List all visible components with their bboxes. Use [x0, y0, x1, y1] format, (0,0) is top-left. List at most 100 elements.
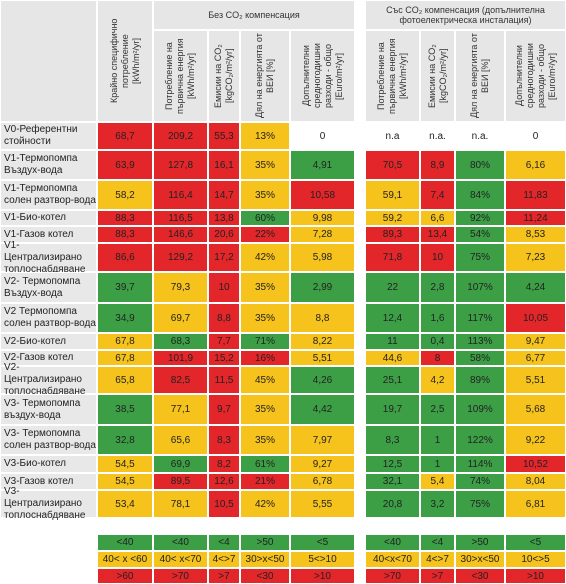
- value-cell: 8,9: [420, 150, 455, 180]
- cell-text: 69,7: [170, 312, 191, 324]
- cell-text: 58%: [469, 352, 490, 364]
- cell-text: 42%: [254, 498, 275, 510]
- value-cell: 68,7: [97, 122, 153, 150]
- header-blank: [355, 0, 365, 122]
- cell-text: 15,2: [214, 352, 234, 364]
- cell-text: 35%: [254, 159, 275, 171]
- cell-text: 88,3: [115, 212, 135, 224]
- cell-text: V3- Термопомпа солен разтвор-вода: [4, 428, 96, 451]
- cell-text: 10: [218, 282, 230, 293]
- value-cell: n.a.: [455, 122, 505, 150]
- value-cell: 8,3: [365, 425, 420, 455]
- value-cell: 61%: [240, 455, 290, 473]
- value-cell: 5,55: [290, 490, 355, 518]
- cell-text: 8,22: [312, 336, 333, 347]
- cell-text: 8: [434, 352, 441, 364]
- value-cell: 71,8: [365, 243, 420, 272]
- value-cell: 89,5: [153, 473, 208, 490]
- cell-text: 7,97: [312, 434, 333, 446]
- cell-text: 129,2: [167, 252, 194, 263]
- legend-cell: 5<>10: [290, 551, 355, 568]
- cell-text: 21%: [254, 476, 275, 487]
- value-cell: 17,2: [208, 243, 240, 272]
- cell-text: 0: [532, 130, 539, 142]
- value-cell: 9,22: [505, 425, 566, 455]
- column-header: Дял на енергията от ВЕИ [%]: [455, 30, 505, 122]
- cell-text: V3- Термопомпа въздух-вода: [4, 397, 81, 421]
- value-cell: 5,68: [505, 394, 566, 425]
- value-cell: 1: [420, 425, 455, 455]
- cell-text: 35%: [254, 434, 275, 446]
- cell-text: 5,55: [312, 498, 333, 510]
- legend-cell: 40< x <60: [97, 551, 153, 568]
- cell-text: V0-Референтни стойности: [4, 124, 78, 147]
- value-cell: 89,3: [365, 226, 420, 243]
- cell-text: 75%: [469, 498, 490, 510]
- value-cell: 10: [420, 243, 455, 272]
- cell-text: <30: [471, 570, 489, 582]
- value-cell: 3,2: [420, 490, 455, 518]
- value-cell: 42%: [240, 243, 290, 272]
- value-cell: 22%: [240, 226, 290, 243]
- cell-text: 30>x<50: [245, 554, 285, 565]
- cell-text: 4<>7: [426, 554, 449, 565]
- cell-text: 2,8: [430, 282, 445, 293]
- cell-text: 8,2: [217, 458, 231, 470]
- value-cell: 6,77: [505, 350, 566, 366]
- value-cell: 10: [208, 272, 240, 303]
- cell-text: 67,8: [115, 336, 135, 347]
- cell-text: V1- Централизирано топлоснабдяване: [4, 239, 86, 275]
- value-cell: 35%: [240, 425, 290, 455]
- value-cell: 7,23: [505, 243, 566, 272]
- value-cell: 109%: [455, 394, 505, 425]
- value-cell: 32,1: [365, 473, 420, 490]
- cell-text: 65,6: [170, 434, 191, 446]
- cell-text: 127,8: [167, 159, 194, 171]
- cell-text: 44,6: [382, 352, 403, 364]
- cell-text: 12,5: [382, 458, 403, 470]
- legend-cell: <4: [208, 534, 240, 551]
- value-cell: 54,5: [97, 455, 153, 473]
- value-cell: 5,51: [505, 366, 566, 394]
- legend-cell: >50: [240, 534, 290, 551]
- cell-text: 13%: [254, 130, 275, 142]
- cell-text: 40< x<70: [159, 554, 202, 565]
- cell-text: 8,8: [315, 312, 330, 324]
- cell-text: 4,26: [312, 374, 333, 386]
- value-cell: 122%: [455, 425, 505, 455]
- value-cell: 7,4: [420, 180, 455, 210]
- cell-text: 54,5: [115, 476, 135, 487]
- cell-text: 86,6: [115, 252, 135, 263]
- column-header: Допълнителни средногодишни разходи - общ…: [505, 30, 566, 122]
- cell-text: 122%: [467, 434, 493, 446]
- cell-text: 55,3: [214, 130, 234, 142]
- cell-text: 54,5: [115, 458, 135, 470]
- cell-text: 3,2: [430, 498, 445, 510]
- value-cell: 21%: [240, 473, 290, 490]
- cell-text: <5: [529, 537, 542, 548]
- value-cell: 6,6: [420, 210, 455, 226]
- cell-text: 20,8: [382, 498, 403, 510]
- cell-text: 146,6: [167, 229, 194, 240]
- cell-text: 101,9: [167, 352, 194, 364]
- cell-text: 9,98: [312, 212, 333, 224]
- cell-text: 61%: [254, 458, 275, 470]
- cell-text: 65,8: [115, 374, 135, 386]
- cell-text: V2- Термопомпа Въздух-вода: [4, 275, 81, 299]
- cell-text: V1-Газов котел: [4, 228, 74, 240]
- cell-text: 82,5: [170, 374, 191, 386]
- cell-text: 0,4: [430, 336, 445, 347]
- value-cell: 74%: [455, 473, 505, 490]
- row-label: V3-Био-котел: [0, 455, 97, 473]
- value-cell: 68,3: [153, 333, 208, 350]
- cell-text: 11,5: [214, 374, 234, 386]
- value-cell: 0,4: [420, 333, 455, 350]
- cell-text: 35%: [254, 312, 275, 324]
- cell-text: 5,51: [312, 352, 333, 364]
- value-cell: 10,52: [505, 455, 566, 473]
- cell-text: Крайно специфично потребление [kWh/m²/yr…: [108, 18, 141, 104]
- cell-text: 6,78: [312, 476, 333, 487]
- value-cell: 75%: [455, 490, 505, 518]
- value-cell: 35%: [240, 180, 290, 210]
- value-cell: 88,3: [97, 226, 153, 243]
